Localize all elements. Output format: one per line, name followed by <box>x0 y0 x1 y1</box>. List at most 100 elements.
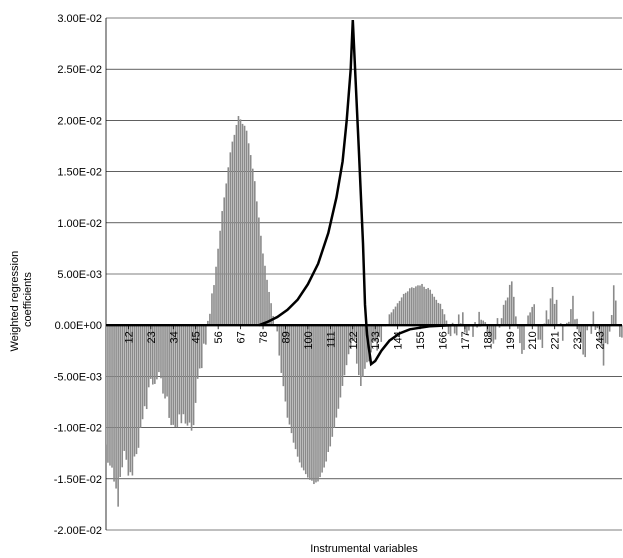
bar <box>570 309 572 326</box>
bar <box>207 320 209 326</box>
bar <box>513 296 515 326</box>
bar <box>455 325 458 336</box>
bar <box>139 325 142 428</box>
bar <box>561 325 564 341</box>
bar <box>474 322 476 326</box>
bar <box>594 325 597 330</box>
bar <box>398 300 401 326</box>
bar <box>149 325 152 379</box>
bar <box>364 325 366 369</box>
x-tick-label: 210 <box>527 331 539 349</box>
bar <box>231 141 234 326</box>
x-tick-label: 45 <box>191 331 203 343</box>
bar <box>113 325 115 482</box>
bar <box>539 325 542 340</box>
bar <box>376 325 378 351</box>
bar <box>105 325 107 445</box>
bar <box>341 325 344 386</box>
x-tick-label: 56 <box>213 331 225 343</box>
bar <box>417 285 419 326</box>
bar <box>294 325 297 450</box>
bar <box>284 325 287 402</box>
bar <box>445 320 448 326</box>
bar <box>253 181 256 326</box>
y-tick-label: 5.00E-03 <box>57 269 102 281</box>
bar <box>602 325 605 366</box>
x-tick-label: 243 <box>595 331 607 349</box>
bar <box>490 325 493 342</box>
bar <box>272 315 274 326</box>
bar <box>260 235 262 326</box>
bar <box>276 325 279 332</box>
bar <box>190 325 193 431</box>
bar <box>568 321 570 326</box>
bar <box>239 119 242 326</box>
bar <box>227 167 230 326</box>
x-tick-label: 221 <box>550 331 562 349</box>
bar <box>621 325 623 338</box>
x-tick-label: 199 <box>505 331 517 349</box>
bar <box>205 325 207 345</box>
bar <box>154 325 156 384</box>
bar <box>158 325 160 373</box>
bar <box>321 325 323 473</box>
bar <box>176 325 179 428</box>
bar <box>480 319 482 326</box>
bar <box>610 315 613 326</box>
bar <box>215 266 217 326</box>
bar <box>172 325 175 425</box>
bar <box>202 325 205 344</box>
bar <box>453 325 456 334</box>
bar <box>521 325 523 354</box>
y-tick-label: 0.00E+00 <box>55 320 102 332</box>
bar <box>360 325 362 386</box>
bar <box>406 291 409 326</box>
bar <box>309 325 311 480</box>
bar <box>439 303 442 326</box>
bar <box>152 325 154 385</box>
x-tick-label: 23 <box>146 331 158 343</box>
bar <box>431 293 434 326</box>
bar <box>117 325 119 507</box>
bar <box>327 325 330 452</box>
bar <box>374 325 376 342</box>
bar <box>619 325 621 337</box>
bar <box>396 303 399 326</box>
bar <box>188 325 191 423</box>
x-tick-label: 166 <box>438 331 450 349</box>
bar <box>243 125 246 326</box>
bar <box>419 285 421 326</box>
bar <box>323 325 325 468</box>
bar <box>612 285 615 326</box>
bar <box>529 312 531 326</box>
bar <box>198 325 201 369</box>
bar <box>378 325 380 338</box>
bar <box>466 325 468 335</box>
y-tick-label: -5.00E-03 <box>54 371 102 383</box>
x-tick-label: 155 <box>415 331 427 349</box>
bar <box>225 183 228 326</box>
bar <box>121 325 124 468</box>
bar <box>592 311 595 326</box>
bar <box>425 288 427 326</box>
bar <box>182 325 185 415</box>
x-tick-label: 67 <box>236 331 248 343</box>
bar <box>362 325 364 377</box>
bar-series <box>105 116 623 507</box>
bar <box>582 325 584 355</box>
bar <box>580 325 582 343</box>
bar <box>604 325 607 344</box>
bar <box>223 197 225 326</box>
bar <box>494 325 497 340</box>
x-tick-label: 89 <box>280 331 292 343</box>
bar <box>523 325 525 350</box>
bar <box>590 325 593 334</box>
bar <box>504 300 507 326</box>
bar <box>372 325 374 342</box>
bar <box>441 309 444 326</box>
bar <box>302 325 305 471</box>
bar <box>127 325 130 476</box>
bar <box>584 325 586 358</box>
bar <box>221 211 223 326</box>
